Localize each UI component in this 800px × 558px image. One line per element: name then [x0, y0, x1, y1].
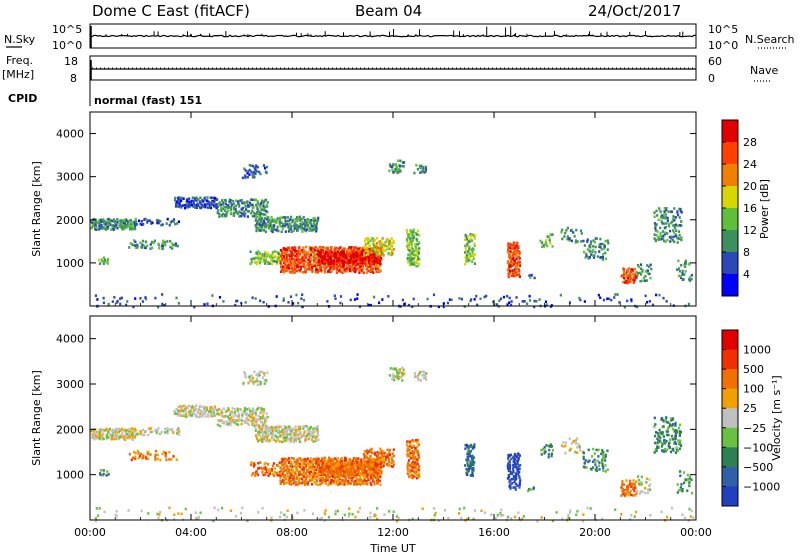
y-tick-label: 4000 — [56, 333, 84, 346]
y-tick-label: 3000 — [56, 378, 84, 391]
colorbar-swatch — [722, 208, 738, 231]
colorbar-tick-label: −100 — [743, 441, 773, 454]
colorbar-tick-label: 20 — [743, 180, 757, 193]
colorbar-tick-label: 500 — [743, 363, 764, 376]
colorbar-swatch — [722, 408, 738, 428]
x-tick-label: 20:00 — [579, 526, 611, 539]
colorbar-swatch — [722, 186, 738, 209]
power-heatmap-cells — [90, 159, 693, 308]
colorbar-tick-label: 24 — [743, 158, 757, 171]
colorbar-swatch — [722, 252, 738, 275]
date-title: 24/Oct/2017 — [588, 2, 681, 20]
power-colorbar-label: Power [dB] — [758, 179, 771, 239]
x-tick-label: 12:00 — [377, 526, 409, 539]
x-tick-label: 08:00 — [276, 526, 308, 539]
colorbar-tick-label: 8 — [743, 246, 750, 259]
power-ylabel: Slant Range [km] — [30, 161, 43, 257]
colorbar-swatch — [722, 447, 738, 467]
colorbar-swatch — [722, 428, 738, 448]
nsearch-label: N.Search — [745, 33, 795, 46]
nave-label: Nave — [750, 64, 778, 77]
colorbar-tick-label: −500 — [743, 461, 773, 474]
x-tick-label: 00:00 — [680, 526, 712, 539]
colorbar-tick-label: 28 — [743, 136, 757, 149]
y-tick-label: 1000 — [56, 257, 84, 270]
colorbar-swatch — [722, 467, 738, 487]
colorbar-tick-label: −25 — [743, 422, 766, 435]
cpid-row: CPID normal (fast) 151 — [8, 80, 202, 107]
frequency-trace — [91, 60, 696, 80]
y-tick-label: 1000 — [56, 469, 84, 482]
freq-tick-bottom: 8 — [70, 72, 77, 85]
colorbar-swatch — [722, 486, 738, 506]
noise-trace — [90, 26, 696, 48]
colorbar-tick-label: 1000 — [743, 344, 771, 357]
colorbar-tick-label: 25 — [743, 402, 757, 415]
noise-tick-bottom-left: 10^0 — [52, 39, 82, 52]
velocity-x-ticks: 00:00 04:00 08:00 12:00 16:00 20:00 00:00 — [74, 316, 712, 539]
nave-tick-top: 60 — [708, 55, 722, 68]
time-axis-label: Time UT — [369, 542, 415, 554]
x-tick-label: 00:00 — [74, 526, 106, 539]
noise-tick-top-left: 10^5 — [52, 23, 82, 36]
noise-tick-bottom-right: 10^0 — [708, 39, 738, 52]
colorbar-swatch — [722, 330, 738, 350]
colorbar-tick-label: 12 — [743, 224, 757, 237]
freq-tick-top: 18 — [64, 55, 78, 68]
velocity-ylabel: Slant Range [km] — [30, 370, 43, 466]
noise-panel: N.Sky 10^5 10^0 10^5 10^0 N.Search — [4, 23, 795, 52]
power-colorbar: 4 8 12 16 20 24 28 — [722, 120, 757, 297]
colorbar-swatch — [722, 164, 738, 187]
cpid-label: CPID — [8, 92, 37, 105]
freq-unit: [MHz] — [2, 68, 34, 81]
nsky-label: N.Sky — [4, 33, 36, 46]
nave-tick-bottom: 0 — [708, 72, 715, 85]
y-tick-label: 2000 — [56, 214, 84, 227]
y-tick-label: 2000 — [56, 423, 84, 436]
colorbar-tick-label: 4 — [743, 268, 750, 281]
station-title: Dome C East (fitACF) — [92, 2, 250, 20]
colorbar-swatch — [722, 350, 738, 370]
beam-title: Beam 04 — [355, 2, 422, 20]
velocity-panel: 1000 2000 3000 4000 00:00 04:00 08:00 12:00 16:… — [30, 316, 783, 554]
colorbar-swatch — [722, 142, 738, 165]
frequency-panel: Freq. [MHz] 18 8 60 0 Nave — [2, 54, 778, 85]
x-tick-label: 04:00 — [175, 526, 207, 539]
colorbar-swatch — [722, 369, 738, 389]
colorbar-tick-label: −1000 — [743, 480, 780, 493]
colorbar-tick-label: 100 — [743, 383, 764, 396]
y-tick-label: 4000 — [56, 128, 84, 141]
cpid-value: normal (fast) 151 — [94, 94, 202, 107]
velocity-colorbar-label: Velocity [m s⁻¹] — [770, 375, 783, 460]
colorbar-swatch — [722, 389, 738, 409]
noise-tick-top-right: 10^5 — [708, 23, 738, 36]
y-tick-label: 3000 — [56, 171, 84, 184]
colorbar-swatch — [722, 120, 738, 143]
x-tick-label: 16:00 — [478, 526, 510, 539]
colorbar-swatch — [722, 230, 738, 253]
colorbar-tick-label: 16 — [743, 202, 757, 215]
colorbar-swatch — [722, 274, 738, 297]
freq-label: Freq. — [6, 54, 33, 67]
velocity-heatmap-cells — [90, 367, 694, 523]
